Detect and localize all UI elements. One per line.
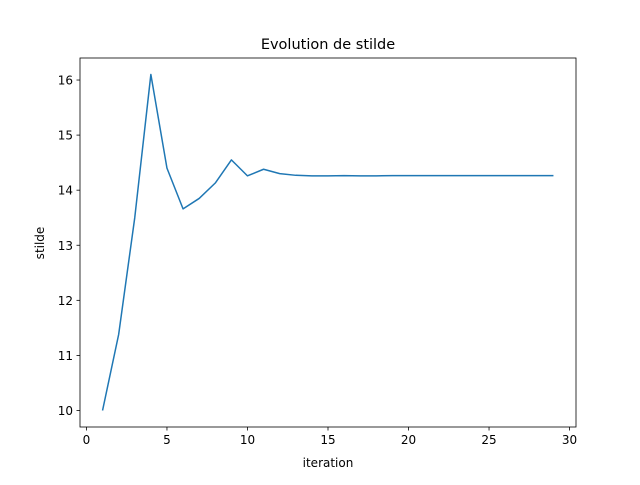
y-tick-label: 14: [58, 184, 73, 198]
x-axis-label: iteration: [303, 456, 354, 470]
x-tick-label: 30: [562, 433, 577, 447]
series-line-0: [101, 73, 554, 411]
y-tick-label: 13: [58, 239, 73, 253]
y-tick-label: 11: [58, 349, 73, 363]
x-tick-label: 10: [240, 433, 255, 447]
x-tick-label: 0: [83, 433, 91, 447]
y-tick-label: 15: [58, 129, 73, 143]
chart-title: Evolution de stilde: [261, 37, 395, 53]
x-tick-label: 15: [320, 433, 335, 447]
x-tick-label: 5: [163, 433, 171, 447]
y-tick-label: 16: [58, 74, 73, 88]
y-tick-label: 10: [58, 404, 73, 418]
x-tick-label: 20: [401, 433, 416, 447]
y-tick-label: 12: [58, 294, 73, 308]
x-tick-label: 25: [481, 433, 496, 447]
y-axis-label: stilde: [33, 227, 47, 260]
